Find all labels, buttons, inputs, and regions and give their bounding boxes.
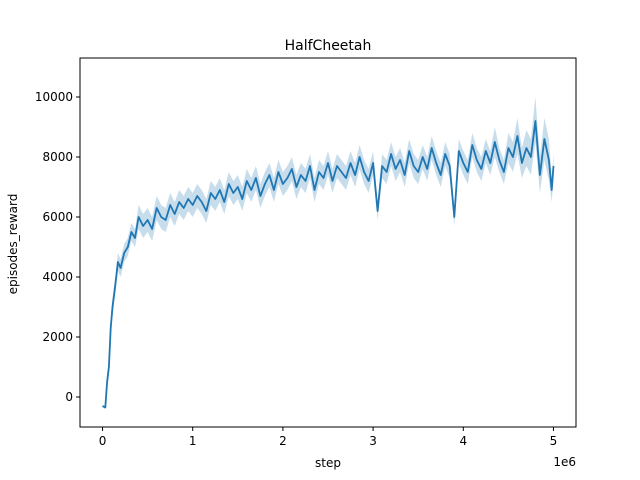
axes-frame — [79, 57, 577, 428]
y-tick-label: 0 — [65, 390, 73, 404]
confidence-band — [102, 97, 554, 409]
x-axis-title: step — [315, 456, 341, 470]
chart-title: HalfCheetah — [285, 38, 372, 54]
series-line — [102, 120, 555, 409]
y-tick-label: 2000 — [42, 330, 73, 344]
x-axis-offset-label: 1e6 — [553, 455, 576, 469]
x-tick-label: 3 — [369, 434, 377, 448]
y-axis-title: episodes_reward — [6, 194, 20, 295]
y-tick-label: 8000 — [42, 150, 73, 164]
x-tick-label: 2 — [279, 434, 287, 448]
x-tick-label: 0 — [99, 434, 107, 448]
y-tick-label: 4000 — [42, 270, 73, 284]
plot-area — [102, 97, 555, 409]
y-tick-label: 6000 — [42, 210, 73, 224]
x-tick-label: 4 — [459, 434, 467, 448]
y-tick-label: 10000 — [35, 90, 73, 104]
x-tick-label: 1 — [189, 434, 197, 448]
y-axis-ticks: 0 2000 4000 6000 8000 10000 — [35, 90, 80, 404]
x-tick-label: 5 — [550, 434, 558, 448]
x-axis-ticks: 0 1 2 3 4 5 — [99, 427, 558, 448]
